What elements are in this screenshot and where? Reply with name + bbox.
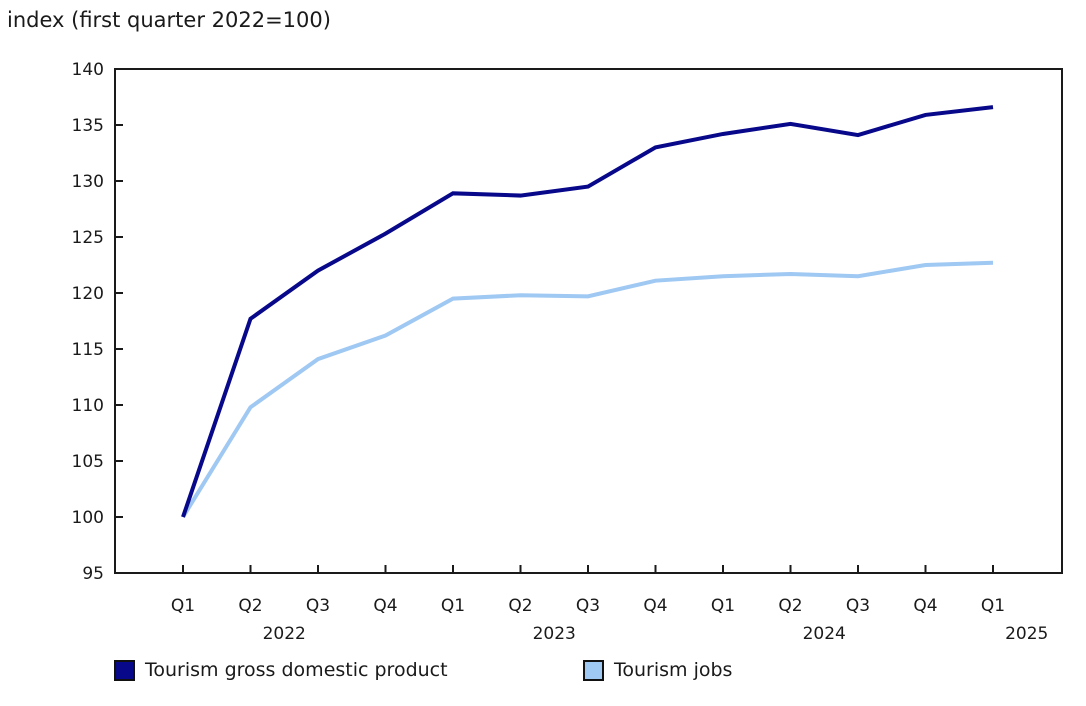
x-year-label: 2023 [533, 624, 576, 644]
x-tick-label: Q3 [306, 596, 330, 616]
x-tick-label: Q2 [238, 596, 262, 616]
x-year-label: 2025 [1005, 624, 1048, 644]
y-tick-label: 100 [72, 508, 104, 528]
x-tick-label: Q2 [778, 596, 802, 616]
x-tick-label: Q1 [711, 596, 735, 616]
plot-border [114, 68, 1063, 574]
x-tick-label: Q3 [846, 596, 870, 616]
x-tick-label: Q4 [913, 596, 937, 616]
y-tick-label: 125 [72, 228, 104, 248]
x-year-label: 2022 [263, 624, 306, 644]
x-tick-label: Q1 [171, 596, 195, 616]
line-chart-canvas: 95 100 105 110 115 120 125 130 135 140 Q1 Q2 Q3 Q4 Q1 Q… [72, 60, 1063, 644]
y-tick-label: 130 [72, 172, 104, 192]
y-tick-label: 140 [72, 60, 104, 80]
chart-title: index (first quarter 2022=100) [7, 8, 331, 32]
x-tick-label: Q4 [643, 596, 667, 616]
x-tick-label: Q2 [508, 596, 532, 616]
x-tick-label: Q1 [441, 596, 465, 616]
series-line-tourism-jobs [181, 260, 994, 519]
y-tick-label: 110 [72, 396, 104, 416]
x-tick-label: Q3 [576, 596, 600, 616]
x-tick-label: Q1 [981, 596, 1005, 616]
x-year-label: 2024 [803, 624, 846, 644]
y-tick-label: 105 [72, 452, 104, 472]
x-tick-label: Q4 [373, 596, 397, 616]
series-line-tourism-gross-domestic-product [181, 105, 994, 518]
y-tick-label: 95 [82, 564, 104, 584]
y-tick-label: 135 [72, 116, 104, 136]
y-tick-label: 115 [72, 340, 104, 360]
y-tick-label: 120 [72, 284, 104, 304]
